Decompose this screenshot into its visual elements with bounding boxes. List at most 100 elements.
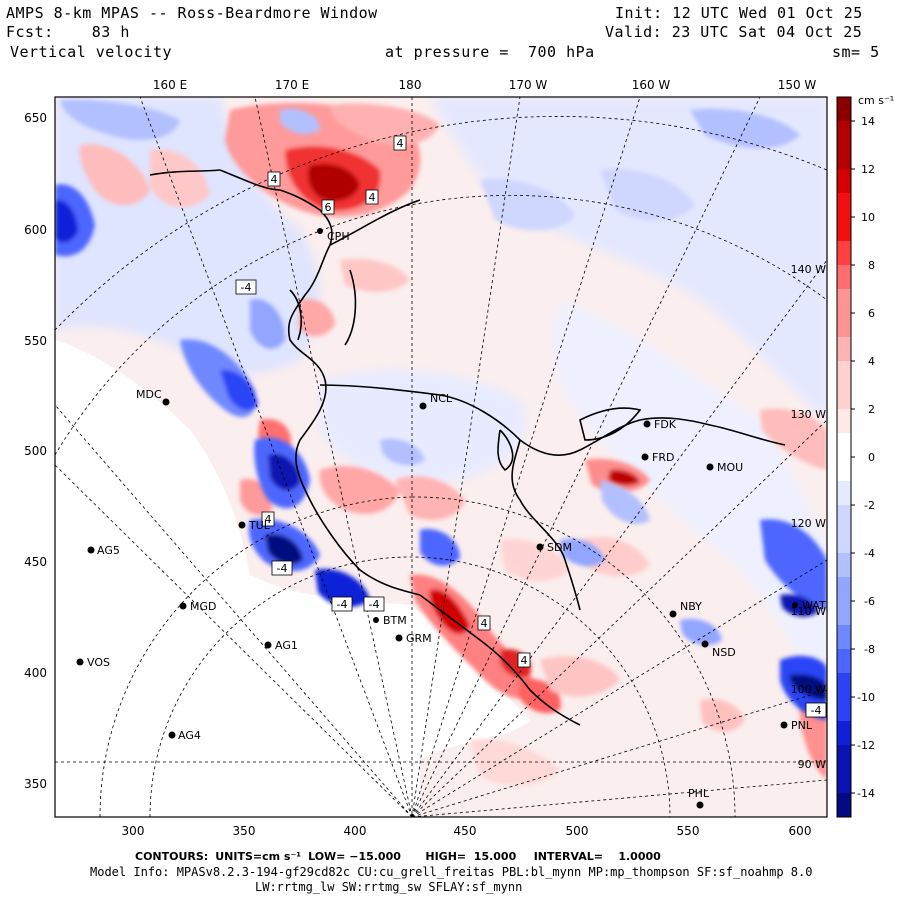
station-AG4: AG4 <box>168 729 201 742</box>
svg-text:VOS: VOS <box>87 656 110 669</box>
colorbar-segment <box>837 97 851 122</box>
station-BTM: BTM <box>373 614 407 627</box>
map-figure: 160 E 170 E 180 170 W 160 W 150 W 650 60… <box>24 78 894 838</box>
svg-text:NCL: NCL <box>430 392 453 405</box>
station-AG1: AG1 <box>264 639 298 652</box>
station-PNL: PNL <box>780 719 813 732</box>
colorbar-tick: 4 <box>868 355 875 368</box>
station-NCL: NCL <box>419 392 453 410</box>
lon-label: 90 W <box>798 758 826 771</box>
top-tick: 170 W <box>509 78 548 92</box>
svg-text:MOU: MOU <box>717 461 743 474</box>
colorbar-segment <box>837 409 851 434</box>
lon-label: 140 W <box>791 263 826 276</box>
contour-label: -4 <box>369 598 380 611</box>
colorbar-segment <box>837 433 851 458</box>
colorbar-segment <box>837 481 851 506</box>
top-tick: 160 E <box>153 78 187 92</box>
smoothing: sm= 5 <box>832 43 880 61</box>
contour-label: 4 <box>481 617 488 630</box>
valid-time: Valid: 23 UTC Sat 04 Oct 25 <box>605 23 863 41</box>
svg-text:MDC: MDC <box>136 388 162 401</box>
colorbar-segment <box>837 385 851 410</box>
colorbar-tick: -8 <box>864 643 875 656</box>
downdraft-regions <box>55 99 827 720</box>
bottom-tick: 500 <box>566 824 589 838</box>
model-info: Model Info: MPASv8.2.3-194-gf29cd82c CU:… <box>90 865 813 879</box>
colorbar-ticks: 14 12 10 8 6 4 2 0 -2 -4 -6 -8 -10 -12 -14 <box>851 115 875 800</box>
svg-text:AG1: AG1 <box>275 639 298 652</box>
colorbar-tick: 0 <box>868 451 875 464</box>
left-tick: 400 <box>24 666 47 680</box>
station-SDM: SDM <box>536 541 572 554</box>
station-NBY: NBY <box>669 600 702 618</box>
station-PHL: PHL <box>688 787 710 809</box>
bottom-tick: 550 <box>677 824 700 838</box>
colorbar-tick: 2 <box>868 403 875 416</box>
contour-label: -4 <box>241 281 252 294</box>
colorbar-segment <box>837 793 851 818</box>
colorbar-tick: -6 <box>864 595 875 608</box>
pressure-level: at pressure = 700 hPa <box>385 43 595 61</box>
svg-text:AG4: AG4 <box>178 729 201 742</box>
svg-text:FRD: FRD <box>652 451 674 464</box>
bottom-tick: 350 <box>233 824 256 838</box>
colorbar-segment <box>837 529 851 554</box>
bottom-tick: 600 <box>789 824 812 838</box>
map-title: AMPS 8-km MPAS -- Ross-Beardmore Window <box>6 4 378 22</box>
colorbar-segment <box>837 265 851 290</box>
no-data-region <box>55 340 530 817</box>
colorbar-tick: 12 <box>861 163 875 176</box>
colorbar: cm s⁻¹ 14 12 10 8 6 4 2 0 -2 -4 -6 -8 -10 -12 -14 <box>836 94 894 818</box>
contour-label: -4 <box>811 704 822 717</box>
colorbar-segment <box>837 241 851 266</box>
station-TUL: TUL <box>238 519 271 532</box>
station-FRD: FRD <box>641 451 674 464</box>
colorbar-segment <box>837 289 851 314</box>
colorbar-segment <box>837 553 851 578</box>
left-tick: 450 <box>24 555 47 569</box>
field-name: Vertical velocity <box>10 43 173 61</box>
top-tick: 160 W <box>632 78 671 92</box>
forecast-hour: Fcst: 83 h <box>6 23 130 41</box>
lon-label: 130 W <box>791 408 826 421</box>
lon-label: 110 W <box>791 605 826 618</box>
colorbar-tick: -4 <box>864 547 875 560</box>
svg-text:NBY: NBY <box>680 600 702 613</box>
bottom-tick: 450 <box>454 824 477 838</box>
colorbar-segment <box>837 169 851 194</box>
contour-label: -4 <box>277 562 288 575</box>
contour-label: -4 <box>337 598 348 611</box>
contours-info: CONTOURS: UNITS=cm s⁻¹ LOW= −15.000 HIGH… <box>135 850 661 863</box>
contours-low: LOW= −15.000 <box>308 850 401 863</box>
colorbar-segment <box>837 697 851 722</box>
contour-label: 4 <box>265 513 272 526</box>
svg-text:BTM: BTM <box>383 614 407 627</box>
station-GRM: GRM <box>395 632 432 645</box>
svg-text:GRM: GRM <box>406 632 432 645</box>
colorbar-segment <box>837 505 851 530</box>
station-NSD: NSD <box>701 640 736 659</box>
top-tick: 150 W <box>778 78 817 92</box>
colorbar-segment <box>837 217 851 242</box>
station-MDC: MDC <box>136 388 170 406</box>
contours-interval: INTERVAL= 1.0000 <box>533 850 661 863</box>
colorbar-tick: -2 <box>864 499 875 512</box>
plot-area: 4 4 6 4 -4 4 -4 -4 -4 4 4 -4 140 W <box>55 97 827 817</box>
colorbar-segment <box>837 649 851 674</box>
colorbar-segment <box>837 457 851 482</box>
lon-label: 120 W <box>791 517 826 530</box>
station-CPH: CPH <box>317 228 350 243</box>
svg-text:TUL: TUL <box>248 519 271 532</box>
contour-label: 4 <box>271 173 278 186</box>
bottom-tick: 300 <box>122 824 145 838</box>
top-tick: 180 <box>399 78 422 92</box>
plot-frame <box>54 96 828 818</box>
colorbar-tick: 14 <box>861 115 875 128</box>
colorbar-units: cm s⁻¹ <box>858 94 894 107</box>
colorbar-segment <box>837 625 851 650</box>
colorbar-segment <box>837 577 851 602</box>
colorbar-tick: 10 <box>861 211 875 224</box>
contours-units: UNITS=cm s⁻¹ <box>215 850 302 863</box>
colorbar-segment <box>837 145 851 170</box>
